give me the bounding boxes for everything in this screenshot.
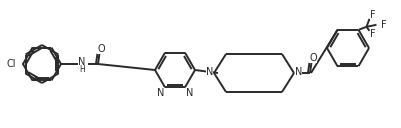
Text: N: N xyxy=(186,88,193,98)
Text: O: O xyxy=(308,53,316,63)
Text: N: N xyxy=(156,88,164,98)
Text: N: N xyxy=(294,67,302,77)
Text: F: F xyxy=(381,20,386,30)
Text: F: F xyxy=(369,10,375,20)
Text: N: N xyxy=(205,67,213,77)
Text: F: F xyxy=(369,29,375,39)
Text: N: N xyxy=(78,57,85,67)
Text: H: H xyxy=(79,65,85,73)
Text: Cl: Cl xyxy=(6,59,16,69)
Text: O: O xyxy=(97,44,105,54)
